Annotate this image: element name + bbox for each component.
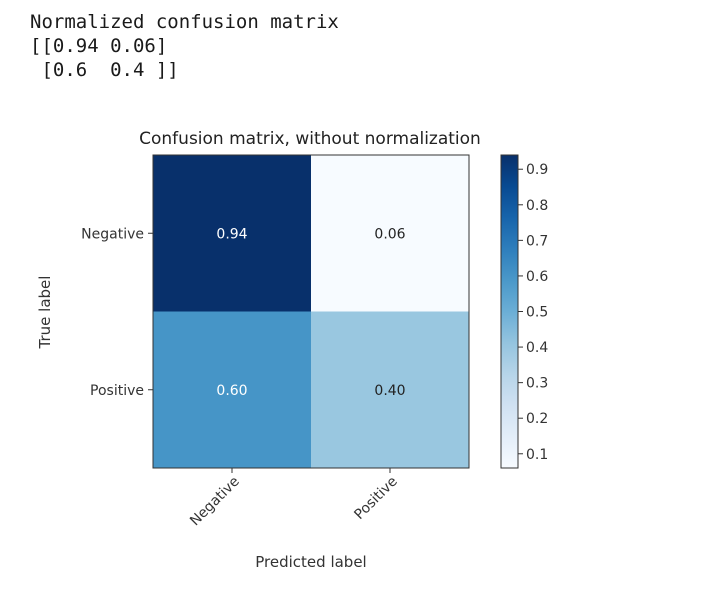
colorbar-ticks: 0.1 0.2 0.3 0.4 0.5 0.6 0.7 0.8 0.9	[518, 162, 548, 463]
cell-value-label: 0.60	[216, 383, 247, 399]
y-axis-ticks: Negative Positive	[81, 226, 153, 399]
x-axis-label: Predicted label	[255, 553, 366, 571]
heatmap-cell	[153, 155, 311, 312]
y-tick-label: Positive	[90, 383, 144, 399]
console-line: Normalized confusion matrix	[30, 11, 339, 33]
console-line: [0.6 0.4 ]]	[30, 59, 179, 81]
heatmap-cell-labels: 0.94 0.06 0.60 0.40	[216, 226, 405, 399]
x-tick-label: Positive	[351, 474, 400, 523]
console-output: Normalized confusion matrix [[0.94 0.06] …	[30, 10, 339, 82]
plot-frame	[152, 154, 470, 469]
x-tick-label: Negative	[187, 474, 243, 530]
cell-value-label: 0.40	[374, 383, 405, 399]
colorbar-tick-label: 0.9	[526, 162, 548, 178]
colorbar-tick-label: 0.6	[526, 269, 548, 285]
colorbar-tick-label: 0.2	[526, 411, 548, 427]
heatmap-cell	[153, 311, 311, 468]
heatmap-cell	[311, 155, 469, 312]
colorbar-tick-label: 0.3	[526, 376, 548, 392]
x-axis-ticks: Negative Positive	[187, 468, 401, 529]
heatmap-cells	[153, 155, 469, 468]
chart-title: Confusion matrix, without normalization	[139, 129, 481, 149]
y-axis-label: True label	[36, 276, 54, 350]
y-tick-label: Negative	[81, 226, 144, 242]
cell-value-label: 0.94	[216, 226, 247, 242]
colorbar: 0.1 0.2 0.3 0.4 0.5 0.6 0.7 0.8 0.9	[500, 154, 548, 469]
colorbar-gradient	[500, 154, 519, 469]
colorbar-tick-label: 0.5	[526, 305, 548, 321]
cell-value-label: 0.06	[374, 226, 405, 242]
colorbar-tick-label: 0.1	[526, 447, 548, 463]
console-line: [[0.94 0.06]	[30, 35, 168, 57]
colorbar-tick-label: 0.8	[526, 198, 548, 214]
colorbar-tick-label: 0.7	[526, 233, 548, 249]
colorbar-tick-label: 0.4	[526, 340, 548, 356]
heatmap-cell	[311, 311, 469, 468]
